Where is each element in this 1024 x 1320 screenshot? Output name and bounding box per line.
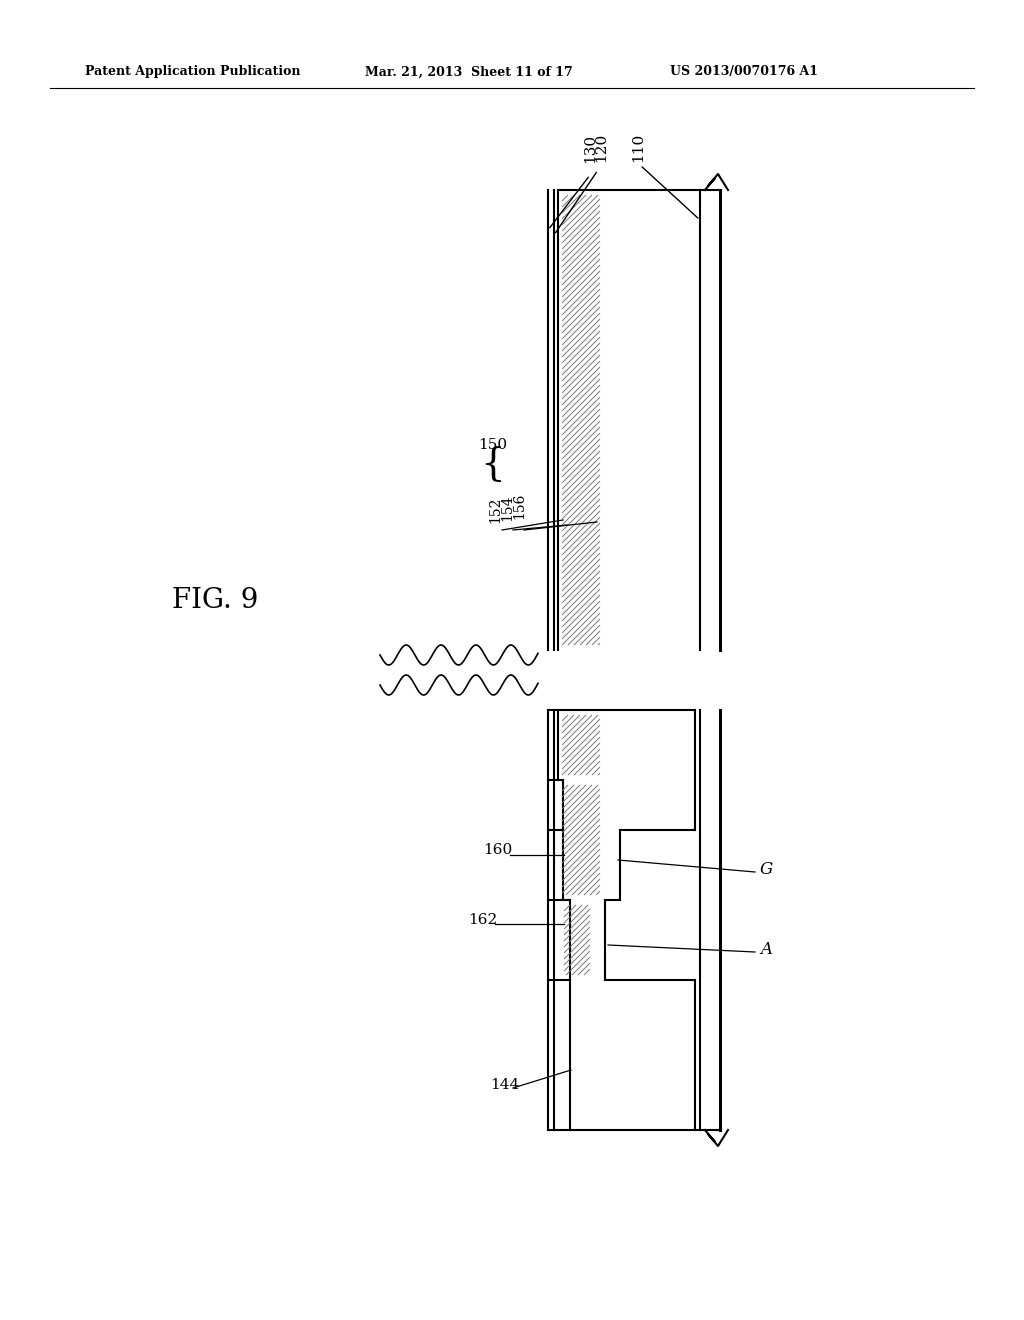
Text: 150: 150 <box>478 438 507 451</box>
Text: 160: 160 <box>483 843 512 857</box>
Text: 144: 144 <box>490 1078 519 1092</box>
Text: A: A <box>760 941 772 958</box>
Text: 154: 154 <box>500 495 514 521</box>
Text: Patent Application Publication: Patent Application Publication <box>85 66 300 78</box>
Text: FIG. 9: FIG. 9 <box>172 586 258 614</box>
Text: {: { <box>480 446 505 483</box>
Text: 152: 152 <box>488 496 502 523</box>
Text: 156: 156 <box>512 492 526 519</box>
Text: G: G <box>760 862 773 879</box>
Text: 120: 120 <box>594 133 608 162</box>
Text: 130: 130 <box>583 133 597 162</box>
Text: Mar. 21, 2013  Sheet 11 of 17: Mar. 21, 2013 Sheet 11 of 17 <box>365 66 572 78</box>
Text: 162: 162 <box>468 913 498 927</box>
Text: 110: 110 <box>631 133 645 162</box>
Text: US 2013/0070176 A1: US 2013/0070176 A1 <box>670 66 818 78</box>
